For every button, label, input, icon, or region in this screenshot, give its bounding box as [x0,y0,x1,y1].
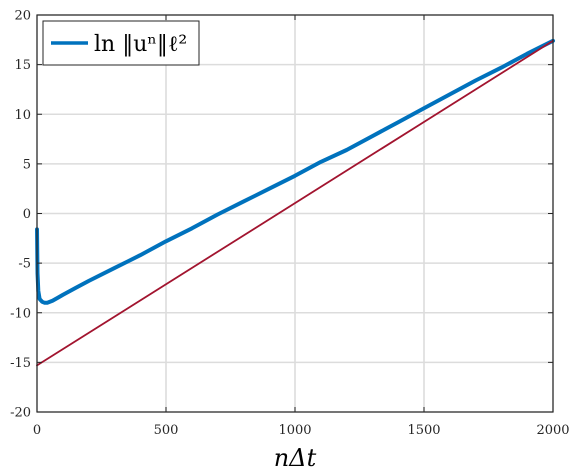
x-tick-label: 0 [33,423,41,438]
x-tick-label: 1500 [407,423,440,438]
y-tick-label: 20 [14,9,31,24]
y-tick-label: -10 [10,306,31,321]
legend: ln ‖uⁿ‖ℓ² [42,20,200,66]
y-tick-label: 15 [14,58,31,73]
x-axis-label: nΔt [274,444,317,472]
x-tick-label: 2000 [536,423,569,438]
series-layer [35,38,555,367]
series-norm-line [35,38,555,305]
y-tick-label: 5 [23,157,31,172]
series-reference-line [36,39,554,367]
y-tick-label: -20 [10,406,31,421]
y-tick-label: -5 [18,257,31,272]
y-tick-label: 0 [23,207,31,222]
tick-labels: 0 500 1000 1500 2000 -20 -15 -10 -5 0 5 10 15 20 [10,9,569,439]
legend-entry: ln ‖uⁿ‖ℓ² [94,32,187,57]
ticks [36,14,554,413]
x-tick-label: 1000 [278,423,311,438]
y-tick-label: 10 [14,108,31,123]
y-tick-label: -15 [10,356,31,371]
x-tick-label: 500 [154,423,179,438]
